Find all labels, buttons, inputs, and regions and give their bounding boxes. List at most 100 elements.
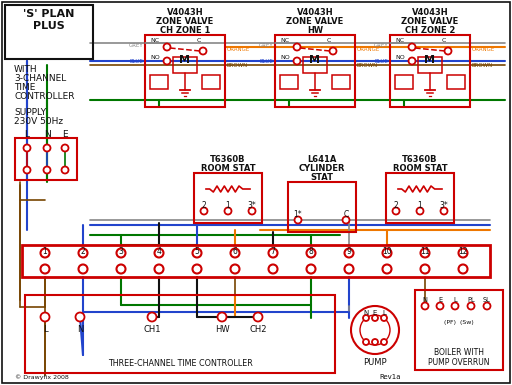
Text: E: E [438,297,442,303]
Text: 3*: 3* [248,201,257,210]
Text: N: N [44,130,50,139]
Text: PUMP: PUMP [363,358,387,367]
Bar [280,75,298,89]
Text: M: M [180,55,190,65]
Circle shape [307,264,315,273]
Circle shape [24,166,31,174]
Circle shape [253,313,263,321]
Circle shape [293,57,301,65]
Bar [447,75,465,89]
Circle shape [117,264,125,273]
Circle shape [78,264,88,273]
Text: PUMP OVERRUN: PUMP OVERRUN [428,358,490,367]
Text: 3-CHANNEL: 3-CHANNEL [14,74,66,83]
Text: CYLINDER: CYLINDER [298,164,345,173]
Text: BLUE: BLUE [374,59,388,64]
Text: NO: NO [395,55,405,60]
Text: BLUE: BLUE [129,59,143,64]
Text: E: E [62,130,68,139]
Text: L: L [42,325,47,334]
Circle shape [381,339,387,345]
Text: C: C [442,38,446,43]
Circle shape [163,57,170,65]
Text: ZONE VALVE: ZONE VALVE [401,17,459,26]
Text: 6: 6 [232,247,238,256]
Circle shape [459,264,467,273]
Text: 2: 2 [394,201,398,210]
Circle shape [409,44,416,50]
Text: T6360B: T6360B [402,155,438,164]
Circle shape [363,315,369,321]
Text: 230V 50Hz: 230V 50Hz [14,117,63,126]
Text: HW: HW [307,26,323,35]
Text: CH1: CH1 [143,325,161,334]
Circle shape [437,303,443,310]
Text: C: C [197,38,201,43]
Circle shape [230,248,240,258]
Circle shape [293,44,301,50]
Text: V4043H: V4043H [412,8,449,17]
Text: BLUE: BLUE [259,59,273,64]
Circle shape [224,208,231,214]
Text: NC: NC [395,38,404,43]
Circle shape [382,264,392,273]
Circle shape [307,248,315,258]
Text: BOILER WITH: BOILER WITH [434,348,484,357]
Bar [288,182,356,232]
Text: HW: HW [215,325,229,334]
Bar [386,173,454,223]
Bar [415,290,503,370]
Text: C: C [344,210,349,219]
Text: V4043H: V4043H [167,8,203,17]
Circle shape [467,303,475,310]
Text: N: N [77,325,83,334]
Text: L: L [25,130,30,139]
Text: L: L [453,297,457,303]
Text: CH ZONE 2: CH ZONE 2 [405,26,455,35]
Text: STAT: STAT [310,173,333,182]
Text: ZONE VALVE: ZONE VALVE [286,17,344,26]
Circle shape [230,264,240,273]
Bar [395,75,413,89]
Text: BROWN: BROWN [227,63,248,68]
Text: 'S' PLAN: 'S' PLAN [24,9,75,19]
Circle shape [163,44,170,50]
Circle shape [330,47,336,55]
Bar [22,245,490,277]
Text: M: M [309,55,321,65]
Circle shape [268,264,278,273]
Text: SL: SL [483,297,491,303]
Circle shape [147,313,157,321]
Text: WITH: WITH [14,65,37,74]
Text: THREE-CHANNEL TIME CONTROLLER: THREE-CHANNEL TIME CONTROLLER [108,359,252,368]
Circle shape [193,248,202,258]
Text: CONTROLLER: CONTROLLER [14,92,75,101]
Text: SUPPLY: SUPPLY [14,108,46,117]
Text: ROOM STAT: ROOM STAT [393,164,447,173]
Text: PL: PL [467,297,475,303]
Circle shape [440,208,447,214]
Text: NO: NO [150,55,160,60]
Circle shape [40,313,50,321]
Text: N: N [422,297,428,303]
Circle shape [345,264,353,273]
Circle shape [218,313,226,321]
Bar [303,57,327,73]
Text: 2: 2 [202,201,206,210]
Text: PLUS: PLUS [33,21,65,31]
Text: BROWN: BROWN [472,63,493,68]
Text: M: M [424,55,436,65]
Circle shape [61,166,69,174]
Text: V4043H: V4043H [296,8,333,17]
Text: (PF)  (Sw): (PF) (Sw) [444,320,474,325]
Circle shape [294,216,302,224]
Circle shape [420,264,430,273]
Circle shape [421,303,429,310]
Text: 8: 8 [309,247,313,256]
Bar [275,35,355,107]
Text: 5: 5 [195,247,200,256]
Circle shape [360,315,390,345]
Text: T6360B: T6360B [210,155,246,164]
Circle shape [268,248,278,258]
Circle shape [382,248,392,258]
